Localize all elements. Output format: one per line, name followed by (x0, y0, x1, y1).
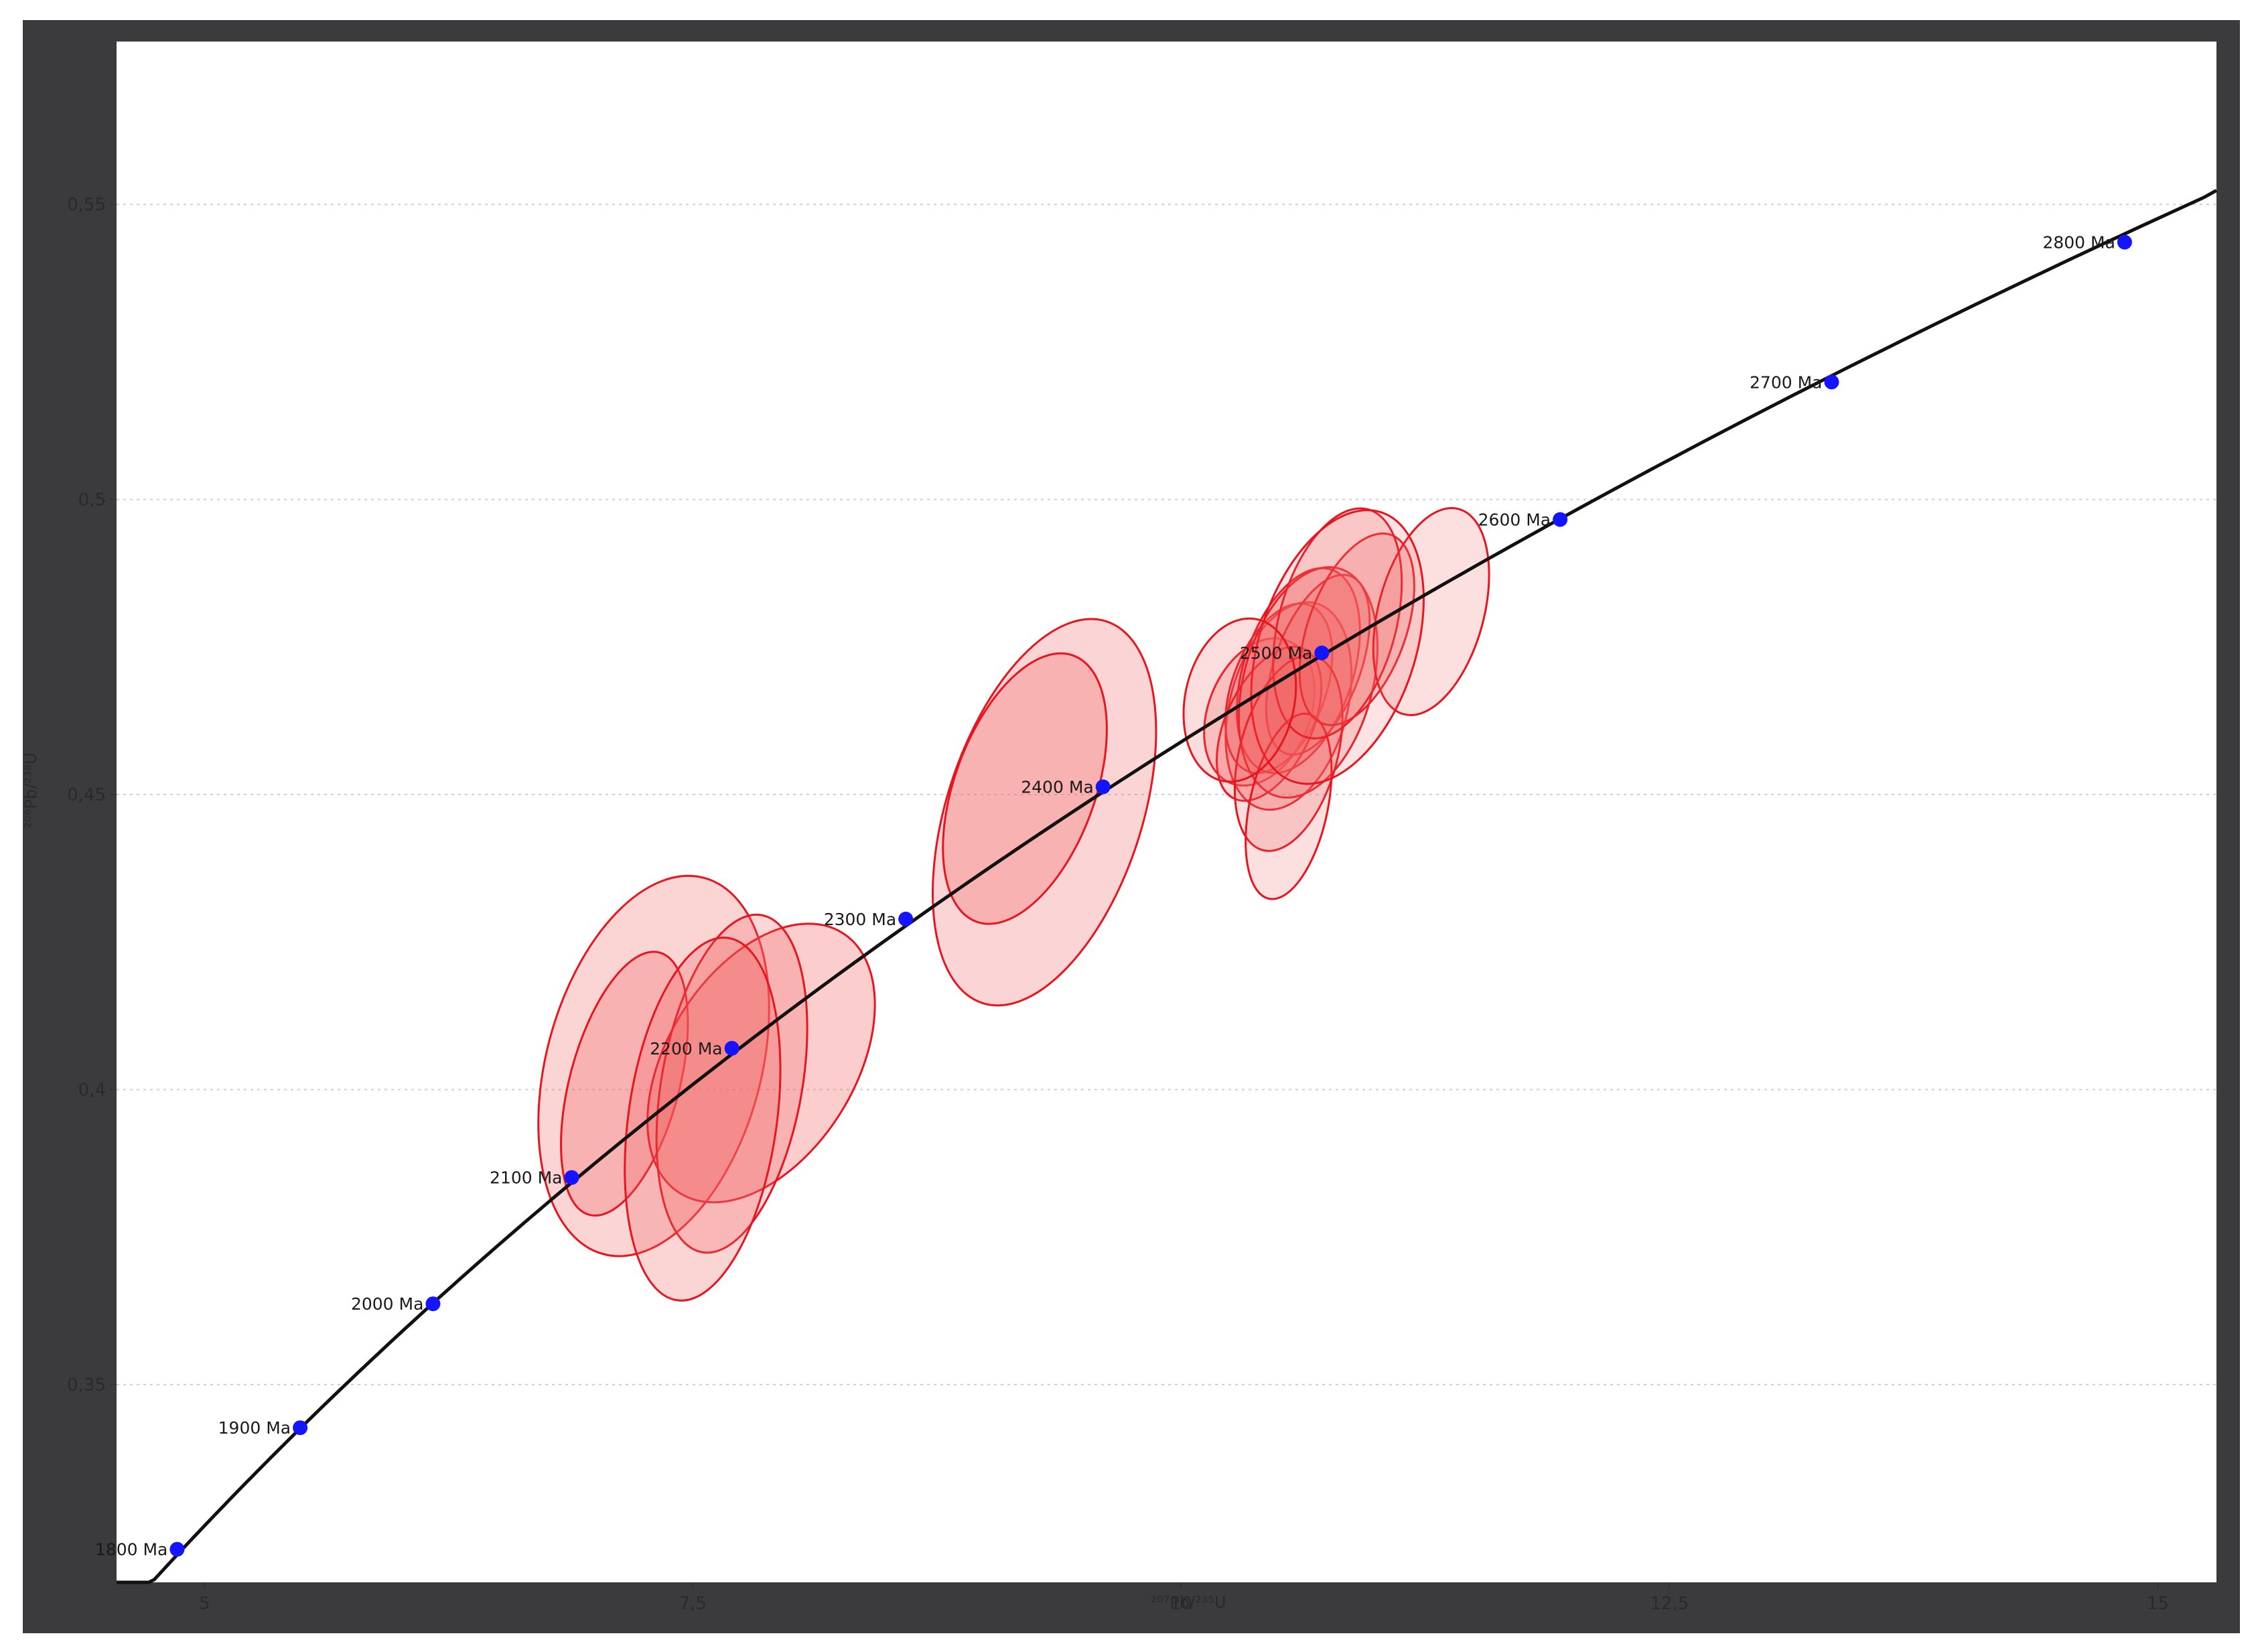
y-axis-label: ²⁰⁶Pb/²³⁸U (23, 752, 40, 828)
age-marker (425, 1296, 441, 1312)
age-label: 2100 Ma (490, 1168, 562, 1188)
x-tick-label: 15 (2147, 1594, 2169, 1614)
concordia-age-markers: 1800 Ma 1900 Ma 2000 Ma 2100 Ma 2200 Ma 2300 … (95, 233, 2132, 1560)
x-tick-label: 10 (1170, 1594, 1192, 1614)
error-ellipse (624, 937, 782, 1302)
concordia-chart: 0,350,40,450,50,55 5 7,5 10 12,5 15 1800 Ma1… (23, 42, 2218, 1614)
age-marker (724, 1040, 739, 1056)
concordia-curve (117, 189, 2218, 1584)
age-marker (169, 1541, 185, 1557)
error-ellipse (1182, 617, 1297, 783)
age-marker (293, 1420, 308, 1436)
age-marker (1314, 645, 1330, 661)
chart-frame: 0,35 0,4 0,45 0,5 0,55 5 7,5 10 12,5 15 1800 Ma 1… (23, 20, 2240, 1633)
x-axis-label: ²⁰⁷Pb/²³⁵U (1150, 1593, 1226, 1612)
age-marker (2117, 234, 2132, 250)
y-tick-label: 0,55 (67, 195, 106, 215)
x-tick-label: 5 (199, 1594, 210, 1614)
y-tick-label: 0,4 (78, 1080, 106, 1100)
age-marker (564, 1170, 579, 1185)
x-tick-label: 12,5 (1650, 1594, 1689, 1614)
age-marker (1824, 374, 1839, 390)
age-label: 1900 Ma (218, 1418, 291, 1438)
age-marker (1095, 779, 1111, 795)
age-label: 2000 Ma (351, 1294, 423, 1314)
y-tick-label: 0,5 (78, 490, 106, 510)
error-ellipse (1233, 654, 1344, 852)
y-tick-label: 0,45 (67, 785, 106, 805)
plot-area (117, 42, 2216, 1582)
age-marker (1553, 512, 1568, 527)
age-label: 1800 Ma (95, 1540, 167, 1560)
age-marker (898, 911, 914, 926)
age-label: 2300 Ma (824, 910, 896, 929)
x-tick-label: 7,5 (679, 1594, 707, 1614)
error-ellipse (932, 618, 1157, 1007)
error-ellipse (1372, 506, 1490, 716)
age-label: 2700 Ma (1750, 372, 1822, 392)
age-label: 2400 Ma (1021, 778, 1093, 797)
age-label: 2200 Ma (650, 1039, 722, 1058)
age-label: 2500 Ma (1240, 644, 1312, 663)
y-ticks: 0,35 0,4 0,45 0,5 0,55 (67, 195, 117, 1395)
grid-lines (117, 204, 2216, 1385)
x-ticks: 5 7,5 10 12,5 15 (199, 1582, 2169, 1614)
age-label: 2600 Ma (1478, 510, 1551, 530)
age-label: 2800 Ma (2042, 233, 2115, 253)
error-ellipse (942, 652, 1108, 925)
error-ellipse (646, 922, 876, 1204)
y-tick-label: 0,35 (67, 1375, 106, 1395)
